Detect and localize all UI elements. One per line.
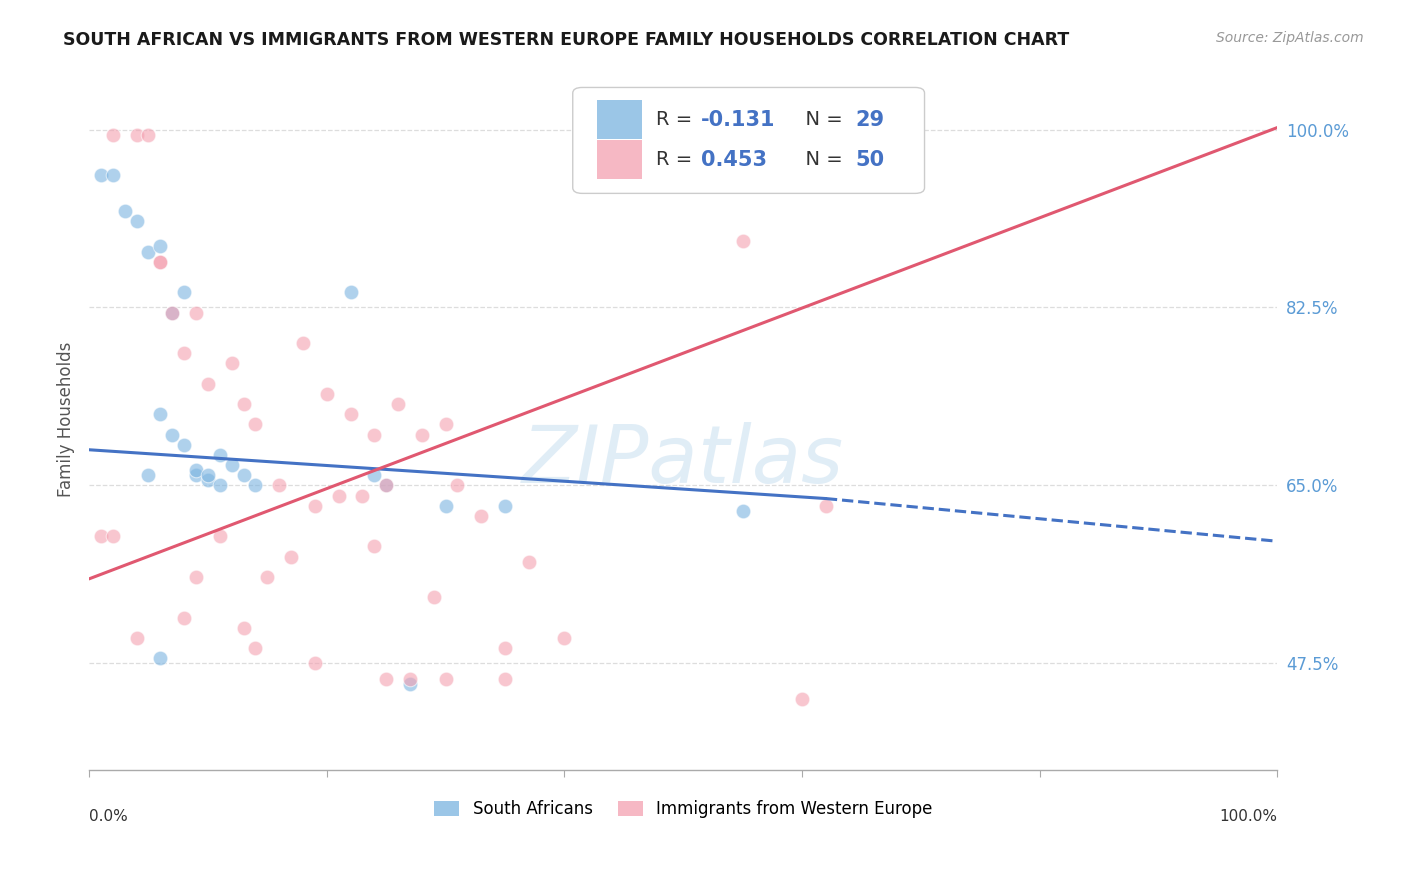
Point <box>90 168 112 182</box>
Point <box>138 128 160 142</box>
Point <box>790 691 813 706</box>
Point <box>162 305 184 319</box>
Point <box>553 631 575 645</box>
Point <box>352 489 374 503</box>
Point <box>101 168 124 182</box>
Point <box>173 285 195 300</box>
Point <box>232 397 254 411</box>
Point <box>184 305 207 319</box>
Text: 0.0%: 0.0% <box>89 808 128 823</box>
Text: R =: R = <box>657 111 699 129</box>
Point <box>232 468 254 483</box>
Point <box>221 458 243 472</box>
Point <box>434 672 457 686</box>
Point <box>125 214 148 228</box>
Point <box>434 417 457 432</box>
Point <box>114 203 136 218</box>
Point <box>790 128 813 142</box>
Point <box>149 239 172 253</box>
Point <box>339 407 361 421</box>
Point <box>256 570 278 584</box>
Point <box>411 427 433 442</box>
Point <box>731 504 754 518</box>
Point <box>517 555 540 569</box>
Point <box>363 539 385 553</box>
Point <box>245 640 267 655</box>
Point <box>208 478 231 492</box>
Point <box>149 651 172 665</box>
Point <box>291 336 314 351</box>
Point <box>814 499 837 513</box>
Point <box>315 387 337 401</box>
Point <box>162 427 184 442</box>
Point <box>494 672 516 686</box>
Point <box>269 478 291 492</box>
Point <box>494 499 516 513</box>
Point <box>399 672 422 686</box>
Point <box>101 529 124 543</box>
Point <box>101 128 124 142</box>
Text: Source: ZipAtlas.com: Source: ZipAtlas.com <box>1216 31 1364 45</box>
Text: -0.131: -0.131 <box>702 110 776 129</box>
Point <box>184 463 207 477</box>
Point <box>125 128 148 142</box>
Text: 50: 50 <box>856 150 884 169</box>
Text: R =: R = <box>657 150 699 169</box>
Point <box>363 468 385 483</box>
Legend: South Africans, Immigrants from Western Europe: South Africans, Immigrants from Western … <box>427 794 939 825</box>
Point <box>375 478 398 492</box>
Point <box>149 254 172 268</box>
Point <box>422 590 444 604</box>
Text: ZIPatlas: ZIPatlas <box>522 422 845 500</box>
Point <box>149 407 172 421</box>
Point <box>125 631 148 645</box>
Point <box>245 478 267 492</box>
Point <box>173 346 195 360</box>
Point <box>245 417 267 432</box>
Point <box>184 468 207 483</box>
Point <box>304 657 326 671</box>
Point <box>149 254 172 268</box>
Point <box>375 478 398 492</box>
Point <box>470 508 492 523</box>
Point <box>197 376 219 391</box>
Point <box>173 610 195 624</box>
Point <box>387 397 409 411</box>
Point <box>304 499 326 513</box>
Point <box>197 468 219 483</box>
Point <box>173 438 195 452</box>
Point <box>197 473 219 487</box>
Point <box>208 529 231 543</box>
FancyBboxPatch shape <box>572 87 925 194</box>
Point <box>446 478 468 492</box>
Point <box>90 529 112 543</box>
Point <box>434 499 457 513</box>
Point <box>731 235 754 249</box>
Point <box>184 570 207 584</box>
Point <box>221 356 243 370</box>
Point <box>138 244 160 259</box>
Text: N =: N = <box>793 111 849 129</box>
Point <box>162 305 184 319</box>
Point <box>138 468 160 483</box>
Point <box>328 489 350 503</box>
Point <box>494 640 516 655</box>
Text: 29: 29 <box>856 110 884 129</box>
FancyBboxPatch shape <box>596 140 641 179</box>
Point <box>375 672 398 686</box>
Y-axis label: Family Households: Family Households <box>58 342 75 497</box>
Point <box>399 676 422 690</box>
Point <box>232 621 254 635</box>
Text: 0.453: 0.453 <box>702 150 768 169</box>
Point <box>280 549 302 564</box>
Text: 100.0%: 100.0% <box>1219 808 1278 823</box>
Point <box>339 285 361 300</box>
FancyBboxPatch shape <box>596 101 641 139</box>
Text: SOUTH AFRICAN VS IMMIGRANTS FROM WESTERN EUROPE FAMILY HOUSEHOLDS CORRELATION CH: SOUTH AFRICAN VS IMMIGRANTS FROM WESTERN… <box>63 31 1070 49</box>
Text: N =: N = <box>793 150 849 169</box>
Point <box>208 448 231 462</box>
Point <box>363 427 385 442</box>
